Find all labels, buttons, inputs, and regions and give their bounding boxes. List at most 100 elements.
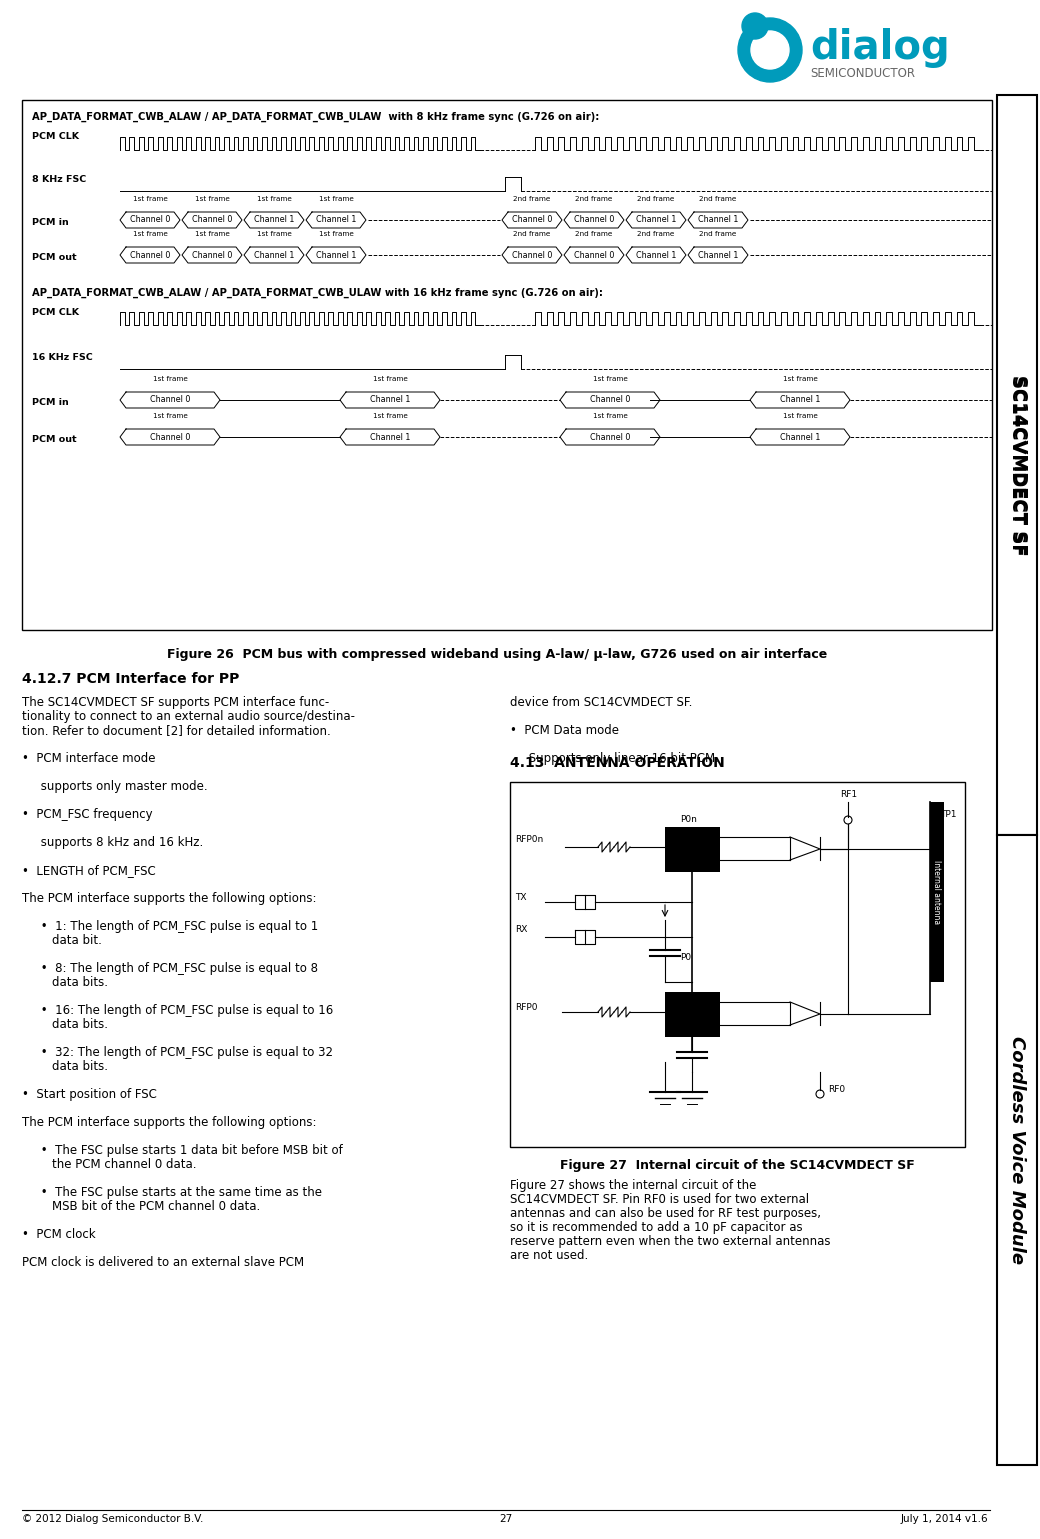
Text: P0: P0 (680, 953, 692, 962)
Text: 1st frame: 1st frame (318, 231, 354, 237)
Text: 1st frame: 1st frame (593, 376, 627, 382)
Circle shape (738, 18, 802, 82)
Text: 1st frame: 1st frame (372, 412, 408, 419)
Text: Channel 1: Channel 1 (635, 251, 676, 260)
Text: Supports only linear 16 bit PCM.: Supports only linear 16 bit PCM. (510, 753, 719, 765)
Text: •  8: The length of PCM_FSC pulse is equal to 8: • 8: The length of PCM_FSC pulse is equa… (22, 962, 318, 976)
Circle shape (751, 31, 789, 69)
Text: 1st frame: 1st frame (153, 412, 187, 419)
Text: TP1: TP1 (940, 810, 957, 819)
Text: AP_DATA_FORMAT_CWB_ALAW / AP_DATA_FORMAT_CWB_ULAW  with 8 kHz frame sync (G.726 : AP_DATA_FORMAT_CWB_ALAW / AP_DATA_FORMAT… (32, 112, 599, 122)
Text: Channel 0: Channel 0 (590, 432, 630, 442)
Text: 2nd frame: 2nd frame (514, 231, 551, 237)
Text: Channel 0: Channel 0 (150, 396, 190, 405)
Text: the PCM channel 0 data.: the PCM channel 0 data. (22, 1157, 197, 1171)
Bar (510, 782, 965, 1147)
Text: data bit.: data bit. (22, 934, 102, 946)
Text: PCM out: PCM out (32, 436, 77, 443)
Text: Figure 26  PCM bus with compressed wideband using A-law/ μ-law, G726 used on air: Figure 26 PCM bus with compressed wideba… (166, 648, 827, 660)
Text: 1st frame: 1st frame (782, 412, 817, 419)
Bar (1000, 95, 1038, 836)
Text: data bits.: data bits. (22, 1017, 108, 1031)
Text: are not used.: are not used. (510, 1250, 589, 1262)
Bar (930, 802, 944, 982)
Bar (997, 836, 1037, 1465)
Text: RFP0: RFP0 (515, 1002, 538, 1011)
Text: 2nd frame: 2nd frame (575, 195, 613, 202)
Text: tionality to connect to an external audio source/destina-: tionality to connect to an external audi… (22, 709, 355, 723)
Text: so it is recommended to add a 10 pF capacitor as: so it is recommended to add a 10 pF capa… (510, 1220, 803, 1234)
Text: reserve pattern even when the two external antennas: reserve pattern even when the two extern… (510, 1234, 831, 1248)
Bar (665, 993, 720, 1037)
Text: Internal antenna: Internal antenna (933, 860, 941, 923)
Text: Channel 1: Channel 1 (254, 215, 294, 225)
Text: PCM in: PCM in (32, 219, 69, 226)
Text: The PCM interface supports the following options:: The PCM interface supports the following… (22, 1116, 316, 1130)
Text: 1st frame: 1st frame (194, 231, 230, 237)
Text: 4.13  ANTENNA OPERATION: 4.13 ANTENNA OPERATION (510, 756, 725, 770)
Text: RF1: RF1 (840, 790, 857, 799)
Text: 2nd frame: 2nd frame (514, 195, 551, 202)
Text: •  16: The length of PCM_FSC pulse is equal to 16: • 16: The length of PCM_FSC pulse is equ… (22, 1003, 333, 1017)
Text: Channel 1: Channel 1 (370, 396, 410, 405)
Text: Channel 1: Channel 1 (698, 215, 738, 225)
Text: dialog: dialog (810, 28, 950, 68)
Text: Channel 0: Channel 0 (512, 251, 552, 260)
Bar (997, 95, 1037, 836)
Text: Figure 27 shows the internal circuit of the: Figure 27 shows the internal circuit of … (510, 1179, 756, 1193)
Text: Channel 0: Channel 0 (574, 215, 615, 225)
Text: SEMICONDUCTOR: SEMICONDUCTOR (810, 68, 915, 80)
Text: Channel 1: Channel 1 (635, 215, 676, 225)
Text: data bits.: data bits. (22, 976, 108, 990)
Text: •  PCM_FSC frequency: • PCM_FSC frequency (22, 808, 153, 820)
Text: 1st frame: 1st frame (318, 195, 354, 202)
Text: Channel 0: Channel 0 (130, 251, 171, 260)
Text: •  32: The length of PCM_FSC pulse is equal to 32: • 32: The length of PCM_FSC pulse is equ… (22, 1047, 333, 1059)
Text: Channel 0: Channel 0 (590, 396, 630, 405)
Text: antennas and can also be used for RF test purposes,: antennas and can also be used for RF tes… (510, 1207, 821, 1220)
Text: supports only master mode.: supports only master mode. (22, 780, 208, 793)
Text: SC14CVMDECT SF: SC14CVMDECT SF (1010, 374, 1028, 556)
Text: •  PCM clock: • PCM clock (22, 1228, 96, 1240)
Text: Channel 1: Channel 1 (780, 396, 821, 405)
Text: 16 KHz FSC: 16 KHz FSC (32, 352, 93, 362)
Bar (22, 100, 992, 629)
Text: AP_DATA_FORMAT_CWB_ALAW / AP_DATA_FORMAT_CWB_ULAW with 16 kHz frame sync (G.726 : AP_DATA_FORMAT_CWB_ALAW / AP_DATA_FORMAT… (32, 288, 603, 299)
Text: 1st frame: 1st frame (782, 376, 817, 382)
Text: P0n: P0n (680, 816, 697, 823)
Text: Figure 27  Internal circuit of the SC14CVMDECT SF: Figure 27 Internal circuit of the SC14CV… (561, 1159, 915, 1173)
Text: 1st frame: 1st frame (132, 231, 167, 237)
Text: The PCM interface supports the following options:: The PCM interface supports the following… (22, 893, 316, 905)
Text: PCM CLK: PCM CLK (32, 308, 79, 317)
Text: tion. Refer to document [2] for detailed information.: tion. Refer to document [2] for detailed… (22, 723, 331, 737)
Text: Channel 1: Channel 1 (370, 432, 410, 442)
Text: Channel 0: Channel 0 (574, 251, 615, 260)
Text: July 1, 2014 v1.6: July 1, 2014 v1.6 (901, 1514, 988, 1524)
Text: 1st frame: 1st frame (593, 412, 627, 419)
Text: Channel 1: Channel 1 (698, 251, 738, 260)
Text: 1st frame: 1st frame (194, 195, 230, 202)
Text: 1st frame: 1st frame (372, 376, 408, 382)
Text: •  LENGTH of PCM_FSC: • LENGTH of PCM_FSC (22, 863, 156, 877)
Text: RX: RX (515, 925, 527, 934)
Bar (720, 8, 995, 89)
Text: Cordless Voice Module: Cordless Voice Module (1008, 1036, 1026, 1264)
Text: 8 KHz FSC: 8 KHz FSC (32, 175, 86, 185)
Text: MSB bit of the PCM channel 0 data.: MSB bit of the PCM channel 0 data. (22, 1200, 260, 1213)
Text: Channel 0: Channel 0 (191, 215, 232, 225)
Text: 1st frame: 1st frame (153, 376, 187, 382)
Text: •  The FSC pulse starts 1 data bit before MSB bit of: • The FSC pulse starts 1 data bit before… (22, 1143, 343, 1157)
Text: Channel 0: Channel 0 (191, 251, 232, 260)
Text: 2nd frame: 2nd frame (575, 231, 613, 237)
Text: •  The FSC pulse starts at the same time as the: • The FSC pulse starts at the same time … (22, 1187, 322, 1199)
Circle shape (742, 12, 768, 38)
Text: device from SC14CVMDECT SF.: device from SC14CVMDECT SF. (510, 696, 693, 709)
Text: •  Start position of FSC: • Start position of FSC (22, 1088, 157, 1100)
Text: RF0: RF0 (828, 1085, 846, 1094)
Text: 1st frame: 1st frame (257, 231, 291, 237)
Text: SC14CVMDECT SF: SC14CVMDECT SF (1008, 374, 1026, 556)
Text: 1st frame: 1st frame (257, 195, 291, 202)
Text: 2nd frame: 2nd frame (699, 195, 736, 202)
Text: © 2012 Dialog Semiconductor B.V.: © 2012 Dialog Semiconductor B.V. (22, 1514, 204, 1524)
Text: Channel 1: Channel 1 (316, 215, 356, 225)
